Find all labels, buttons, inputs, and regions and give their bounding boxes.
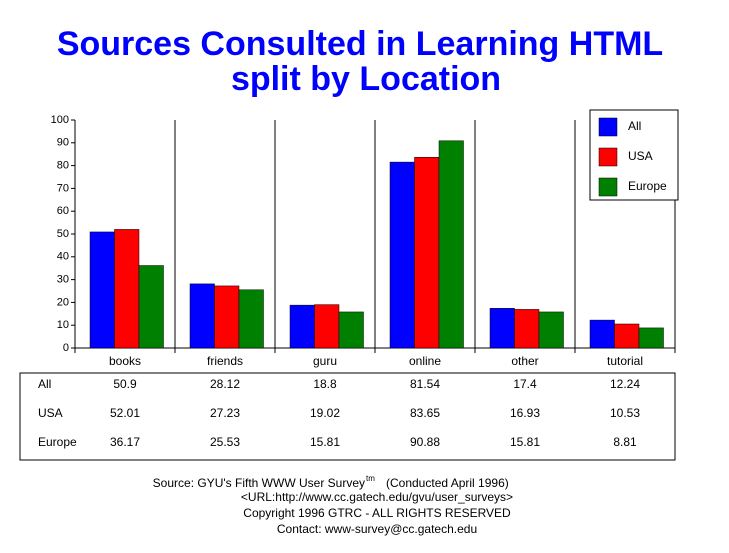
y-tick-label: 90 (57, 137, 69, 149)
chart-subtitle: split by Location (231, 60, 501, 98)
table-cell: 83.65 (410, 406, 440, 420)
bar (338, 311, 364, 349)
table-cell: 90.88 (410, 435, 440, 449)
bar (589, 319, 615, 349)
table-cell: 36.17 (110, 435, 140, 449)
table-cell: 25.53 (210, 435, 240, 449)
footer-line: Contact: www-survey@cc.gatech.edu (277, 522, 477, 536)
table-cell: 12.24 (610, 377, 640, 391)
y-tick-label: 20 (57, 296, 69, 308)
bar (514, 309, 540, 349)
source-mark: tm (366, 474, 375, 483)
x-tick-label: books (109, 354, 141, 368)
table-cell: 27.23 (210, 406, 240, 420)
y-tick-label: 0 (63, 342, 69, 354)
bar (289, 304, 315, 349)
bar (114, 229, 140, 349)
source-note: (Conducted April 1996) (386, 476, 509, 490)
chart-title: Sources Consulted in Learning HTML (57, 25, 663, 63)
legend-swatch (598, 117, 618, 137)
bar (89, 231, 115, 349)
bar (638, 327, 664, 349)
x-tick-label: friends (207, 354, 243, 368)
legend-swatch (598, 147, 618, 167)
bar (238, 289, 264, 349)
x-tick-label: other (511, 354, 538, 368)
table-cell: 16.93 (510, 406, 540, 420)
bar (189, 283, 215, 349)
table-border (19, 372, 676, 461)
table-cell: 10.53 (610, 406, 640, 420)
table-cell: 17.4 (513, 377, 537, 391)
bar (389, 161, 415, 349)
legend-label: All (628, 119, 641, 133)
y-tick-label: 40 (57, 251, 69, 263)
table-cell: 8.81 (613, 435, 637, 449)
y-tick-label: 80 (57, 160, 69, 172)
bar (538, 311, 564, 349)
bar (138, 265, 164, 349)
bar (489, 308, 515, 349)
table-cell: 18.8 (313, 377, 337, 391)
x-tick-label: tutorial (607, 354, 643, 368)
legend-label: Europe (628, 179, 667, 193)
table-row-label: Europe (38, 435, 77, 449)
footer-line: Copyright 1996 GTRC - ALL RIGHTS RESERVE… (243, 506, 511, 520)
bar (214, 285, 240, 349)
table-cell: 28.12 (210, 377, 240, 391)
legend-label: USA (628, 149, 653, 163)
table-cell: 50.9 (113, 377, 137, 391)
y-tick-label: 100 (51, 114, 69, 126)
bar (314, 304, 340, 349)
y-tick-label: 50 (57, 228, 69, 240)
bar (414, 157, 440, 349)
table-cell: 52.01 (110, 406, 140, 420)
y-tick-label: 60 (57, 205, 69, 217)
y-tick-label: 10 (57, 319, 69, 331)
table-cell: 15.81 (310, 435, 340, 449)
legend-swatch (598, 177, 618, 197)
table-row-label: USA (38, 406, 63, 420)
bar (614, 323, 640, 349)
table-row-label: All (38, 377, 51, 391)
bar (438, 140, 464, 349)
table-cell: 19.02 (310, 406, 340, 420)
table-cell: 81.54 (410, 377, 440, 391)
x-tick-label: online (409, 354, 441, 368)
footer-line: <URL:http://www.cc.gatech.edu/gvu/user_s… (241, 490, 513, 504)
y-tick-label: 30 (57, 274, 69, 286)
y-tick-label: 70 (57, 182, 69, 194)
x-tick-label: guru (313, 354, 337, 368)
source: Source: GYU's Fifth WWW User Survey (153, 476, 365, 490)
table-cell: 15.81 (510, 435, 540, 449)
